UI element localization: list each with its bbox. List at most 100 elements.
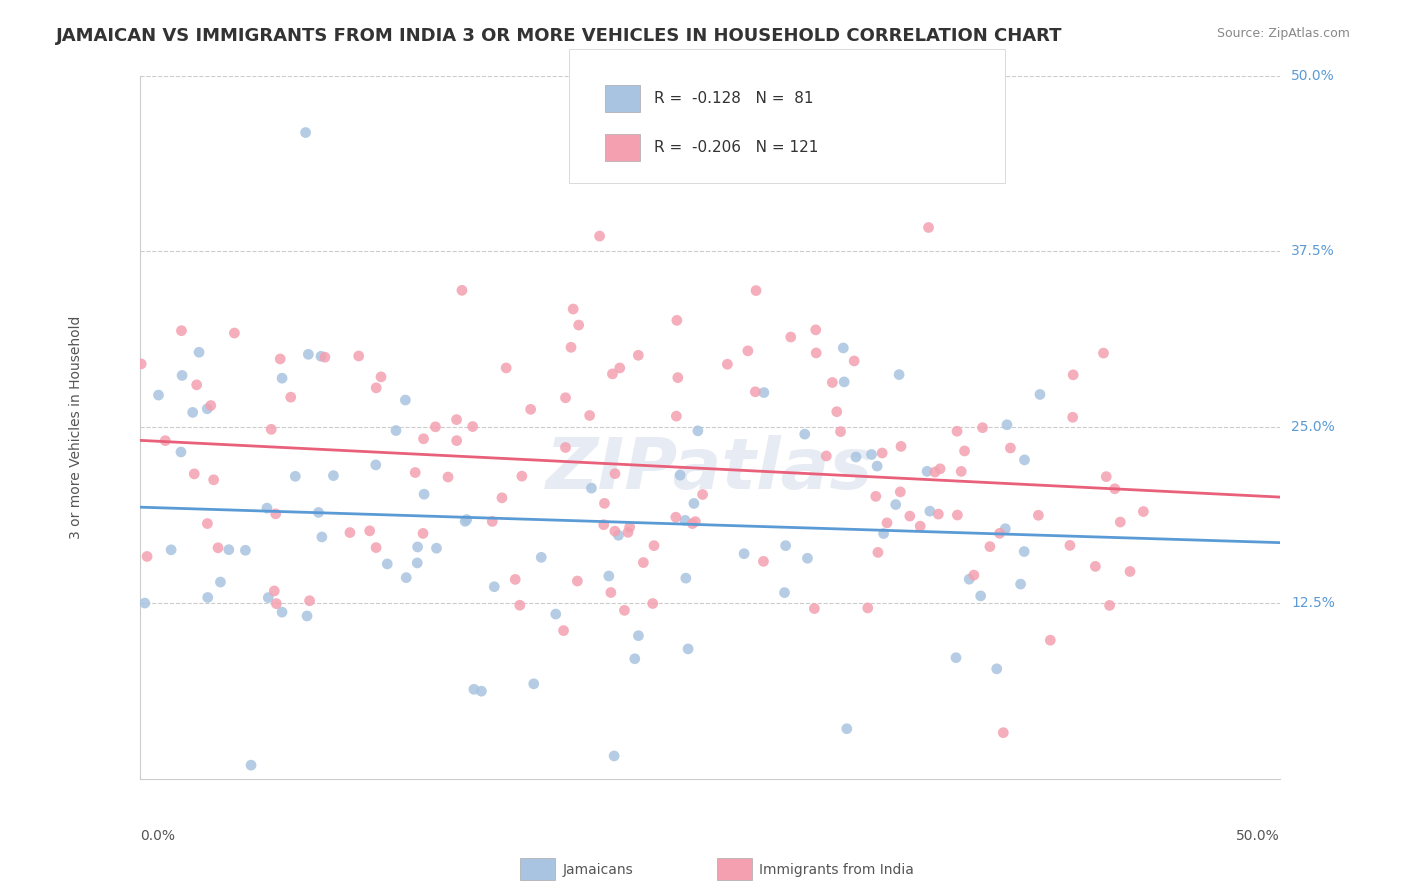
Point — [134, 596, 156, 610]
Point — [394, 392, 416, 407]
Point — [209, 575, 232, 590]
Point — [264, 507, 287, 521]
Point — [1109, 515, 1132, 529]
Point — [456, 512, 478, 526]
Text: 25.0%: 25.0% — [1291, 420, 1336, 434]
Point — [375, 557, 398, 571]
Point — [554, 441, 576, 455]
Point — [623, 652, 645, 666]
Point — [1062, 410, 1084, 425]
Point — [733, 547, 755, 561]
Point — [256, 501, 278, 516]
Point — [412, 526, 434, 541]
Point — [957, 572, 980, 586]
Text: JAMAICAN VS IMMIGRANTS FROM INDIA 3 OR MORE VEHICLES IN HOUSEHOLD CORRELATION CH: JAMAICAN VS IMMIGRANTS FROM INDIA 3 OR M… — [56, 27, 1063, 45]
Point — [461, 419, 484, 434]
Point — [1119, 565, 1142, 579]
Point — [181, 405, 204, 419]
Point — [554, 391, 576, 405]
Point — [136, 549, 159, 564]
Point — [641, 597, 664, 611]
Point — [613, 603, 636, 617]
Point — [607, 528, 630, 542]
Text: R =  -0.206   N = 121: R = -0.206 N = 121 — [654, 140, 818, 154]
Point — [309, 349, 332, 363]
Point — [395, 571, 418, 585]
Point — [1062, 368, 1084, 382]
Point — [898, 509, 921, 524]
Point — [339, 525, 361, 540]
Point — [446, 412, 468, 426]
Point — [825, 405, 848, 419]
Point — [406, 540, 429, 554]
Point — [567, 574, 589, 588]
Point — [627, 348, 650, 362]
Point — [269, 351, 291, 366]
Point — [553, 624, 575, 638]
Point — [643, 539, 665, 553]
Point — [510, 469, 533, 483]
Point — [969, 589, 991, 603]
Point — [1084, 559, 1107, 574]
Point — [224, 326, 246, 340]
Point — [716, 357, 738, 371]
Point — [603, 524, 626, 538]
Point — [218, 542, 240, 557]
Point — [1012, 544, 1035, 558]
Text: ZIPatlas: ZIPatlas — [546, 435, 873, 504]
Point — [491, 491, 513, 505]
Point — [298, 593, 321, 607]
Point — [257, 591, 280, 605]
Point — [160, 542, 183, 557]
Point — [364, 458, 387, 472]
Point — [686, 424, 709, 438]
Point — [503, 573, 526, 587]
Point — [148, 388, 170, 402]
Point — [665, 409, 688, 424]
Point — [950, 464, 973, 478]
Point — [425, 541, 447, 556]
Point — [927, 507, 949, 521]
Text: 37.5%: 37.5% — [1291, 244, 1336, 259]
Point — [129, 357, 152, 371]
Point — [271, 605, 294, 619]
Point — [832, 341, 855, 355]
Point — [889, 484, 911, 499]
Point — [1010, 577, 1032, 591]
Point — [675, 571, 697, 585]
Point — [197, 516, 219, 531]
Point — [530, 550, 553, 565]
Point — [413, 487, 436, 501]
Point — [603, 748, 626, 763]
Point — [995, 417, 1018, 432]
Point — [796, 551, 818, 566]
Point — [924, 465, 946, 479]
Point — [484, 580, 506, 594]
Point — [1104, 482, 1126, 496]
Point — [481, 515, 503, 529]
Point — [915, 464, 938, 478]
Point — [260, 422, 283, 436]
Point — [669, 468, 692, 483]
Text: R =  -0.128   N =  81: R = -0.128 N = 81 — [654, 91, 813, 105]
Point — [240, 758, 263, 772]
Point — [617, 525, 640, 540]
Point — [953, 444, 976, 458]
Text: Immigrants from India: Immigrants from India — [759, 863, 914, 877]
Text: 3 or more Vehicles in Household: 3 or more Vehicles in Household — [69, 316, 83, 539]
Point — [946, 424, 969, 438]
Point — [404, 466, 426, 480]
Point — [908, 519, 931, 533]
Point — [683, 496, 706, 510]
Point — [619, 520, 641, 534]
Point — [821, 376, 844, 390]
Point — [972, 420, 994, 434]
Point — [370, 370, 392, 384]
Point — [627, 629, 650, 643]
Point — [681, 516, 703, 531]
Point — [366, 381, 388, 395]
Point — [692, 487, 714, 501]
Point — [294, 126, 316, 140]
Point — [347, 349, 370, 363]
Point — [385, 424, 408, 438]
